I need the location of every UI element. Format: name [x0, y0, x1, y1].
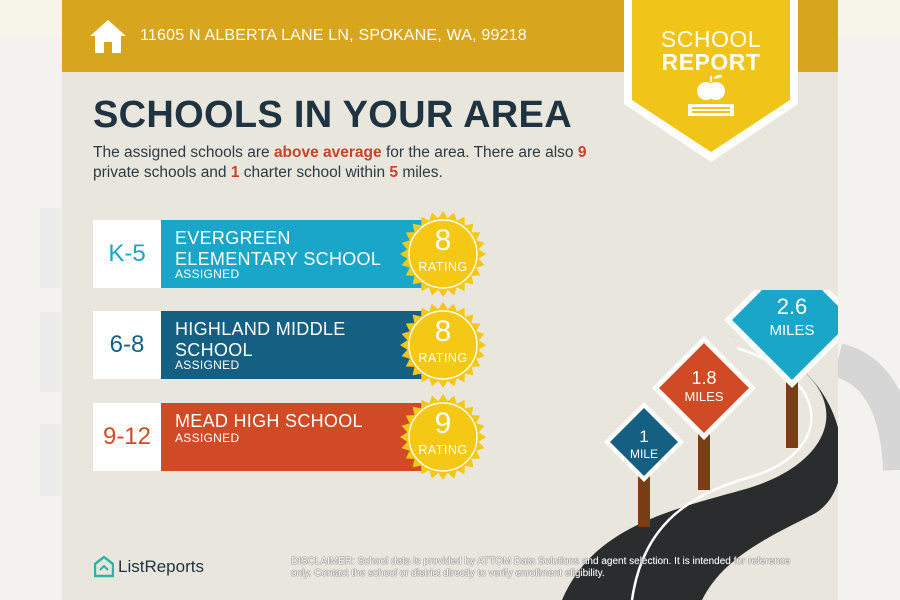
sign-2-unit: MILES: [684, 389, 724, 404]
background-card: [40, 424, 62, 496]
badge-title-school: SCHOOL: [660, 26, 762, 52]
distance-sign-2: [652, 336, 756, 440]
sign-1-value: 1: [639, 427, 649, 446]
rating-seal: [400, 211, 486, 297]
background-road-shadow: [838, 343, 900, 471]
brand-name: ListReports: [118, 557, 204, 576]
school-bar: MEAD HIGH SCHOOL ASSIGNED: [161, 403, 423, 471]
grade-range: 9-12: [93, 403, 161, 471]
distance-sign-3: [724, 290, 838, 388]
school-name: MEAD HIGH SCHOOL: [175, 411, 363, 431]
school-status: ASSIGNED: [175, 267, 240, 281]
rating-label: RATING: [418, 443, 468, 457]
sign-2-value: 1.8: [691, 368, 717, 388]
listreports-logo: [94, 556, 114, 578]
rating-label: RATING: [418, 260, 468, 274]
home-icon: [90, 20, 126, 53]
school-bar: EVERGREEN ELEMENTARY SCHOOL ASSIGNED: [161, 220, 423, 288]
rating-value: 8: [434, 315, 452, 348]
rating-seal: [400, 302, 486, 388]
road-illustration: [562, 290, 838, 600]
grade-range: K-5: [93, 220, 161, 288]
intro-text: The assigned schools are above average f…: [93, 144, 587, 181]
sign-3-unit: MILES: [769, 322, 815, 339]
school-name: EVERGREEN ELEMENTARY SCHOOL: [175, 228, 382, 269]
school-status: ASSIGNED: [175, 431, 240, 445]
rating-label: RATING: [418, 351, 468, 365]
school-report-badge: [624, 0, 798, 162]
sign-3-value: 2.6: [776, 294, 808, 319]
page-title: SCHOOLS IN YOUR AREA: [93, 94, 572, 136]
disclaimer: DISCLAIMER: School data is provided by A…: [291, 556, 791, 579]
school-report-card: 11605 N ALBERTA LANE LN, SPOKANE, WA, 99…: [62, 0, 838, 600]
school-status: ASSIGNED: [175, 358, 240, 372]
rating-value: 9: [434, 407, 452, 440]
background-card: [40, 208, 62, 288]
sign-1-unit: MILE: [629, 447, 658, 461]
grade-range: 6-8: [93, 311, 161, 379]
rating-seal: [400, 394, 486, 480]
apple-book-icon: [688, 74, 734, 116]
property-address: 11605 N ALBERTA LANE LN, SPOKANE, WA, 99…: [140, 27, 527, 44]
distance-sign-1: [604, 402, 684, 482]
rating-value: 8: [434, 224, 452, 257]
school-bar: HIGHLAND MIDDLE SCHOOL ASSIGNED: [161, 311, 423, 379]
school-name: HIGHLAND MIDDLE SCHOOL: [175, 319, 346, 360]
badge-title-report: REPORT: [661, 49, 761, 75]
background-card: [40, 312, 62, 392]
